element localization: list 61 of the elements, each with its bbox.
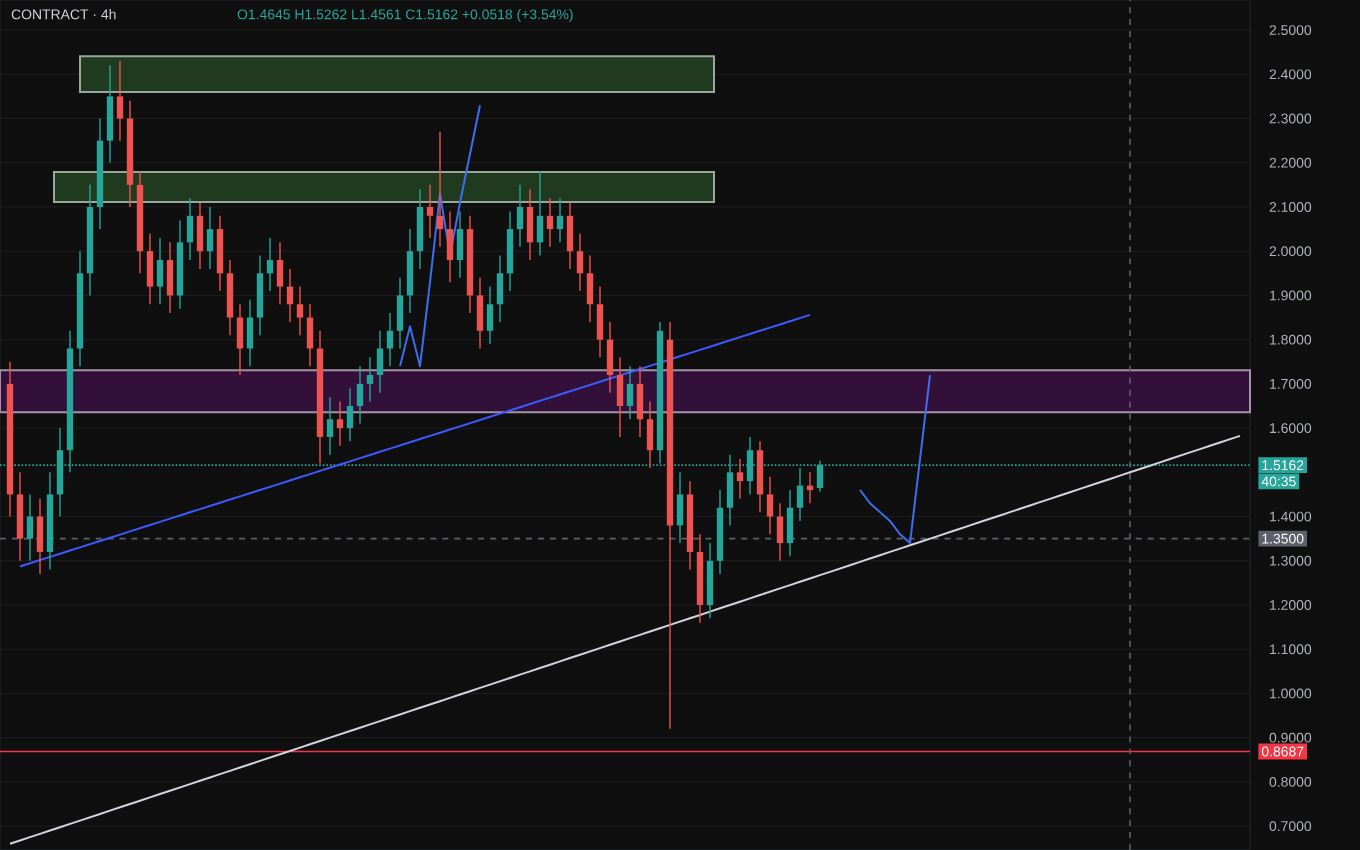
candlestick bbox=[376, 330, 384, 394]
candlestick bbox=[236, 303, 244, 376]
candlestick bbox=[396, 277, 404, 350]
candlestick bbox=[606, 321, 614, 394]
candlestick bbox=[386, 312, 394, 367]
candlestick bbox=[646, 400, 654, 469]
candlestick bbox=[366, 356, 374, 403]
candlestick bbox=[216, 215, 224, 292]
candlestick bbox=[496, 254, 504, 323]
candlestick bbox=[206, 206, 214, 270]
candlestick bbox=[306, 303, 314, 367]
candlestick bbox=[546, 197, 554, 248]
candlestick bbox=[556, 197, 564, 244]
candlestick bbox=[566, 201, 574, 270]
candlestick bbox=[36, 498, 44, 575]
candlestick bbox=[336, 400, 344, 447]
candlestick bbox=[736, 458, 744, 500]
candlestick bbox=[456, 210, 464, 279]
candlestick bbox=[266, 237, 274, 292]
candlestick bbox=[146, 232, 154, 305]
candlestick bbox=[486, 285, 494, 345]
candlestick bbox=[296, 285, 304, 336]
candlestick bbox=[616, 356, 624, 438]
candlestick bbox=[436, 131, 444, 248]
candlestick bbox=[226, 259, 234, 336]
candlestick bbox=[196, 201, 204, 270]
candlestick bbox=[346, 387, 354, 443]
candlestick bbox=[276, 241, 284, 305]
line-series bbox=[859, 374, 932, 545]
candlestick bbox=[576, 232, 584, 292]
candlestick bbox=[356, 365, 364, 425]
candlestick bbox=[526, 188, 534, 261]
candlestick bbox=[406, 228, 414, 314]
candlestick bbox=[116, 60, 124, 142]
candlestick bbox=[416, 188, 424, 270]
candlestick bbox=[706, 542, 714, 619]
candlestick bbox=[246, 299, 254, 367]
candlestick bbox=[16, 471, 24, 562]
candlestick bbox=[476, 277, 484, 350]
candlestick bbox=[536, 170, 544, 257]
candlestick bbox=[26, 493, 34, 562]
candlestick bbox=[166, 241, 174, 314]
candlestick bbox=[106, 64, 114, 164]
candlestick bbox=[516, 184, 524, 248]
candlestick bbox=[286, 268, 294, 323]
candlestick bbox=[596, 285, 604, 359]
candlestick bbox=[766, 476, 774, 535]
candlestick bbox=[636, 365, 644, 438]
candlestick bbox=[586, 254, 594, 323]
candlestick bbox=[326, 396, 334, 456]
candlestick bbox=[676, 471, 684, 544]
candlestick bbox=[256, 254, 264, 336]
candlestick bbox=[186, 197, 194, 261]
candlestick bbox=[426, 184, 434, 239]
candlestick bbox=[626, 365, 634, 420]
candlestick bbox=[506, 210, 514, 292]
candlestick bbox=[756, 440, 764, 513]
candlestick bbox=[156, 237, 164, 305]
candlestick bbox=[446, 210, 454, 283]
candlestick bbox=[776, 502, 784, 562]
candlestick bbox=[786, 489, 794, 558]
